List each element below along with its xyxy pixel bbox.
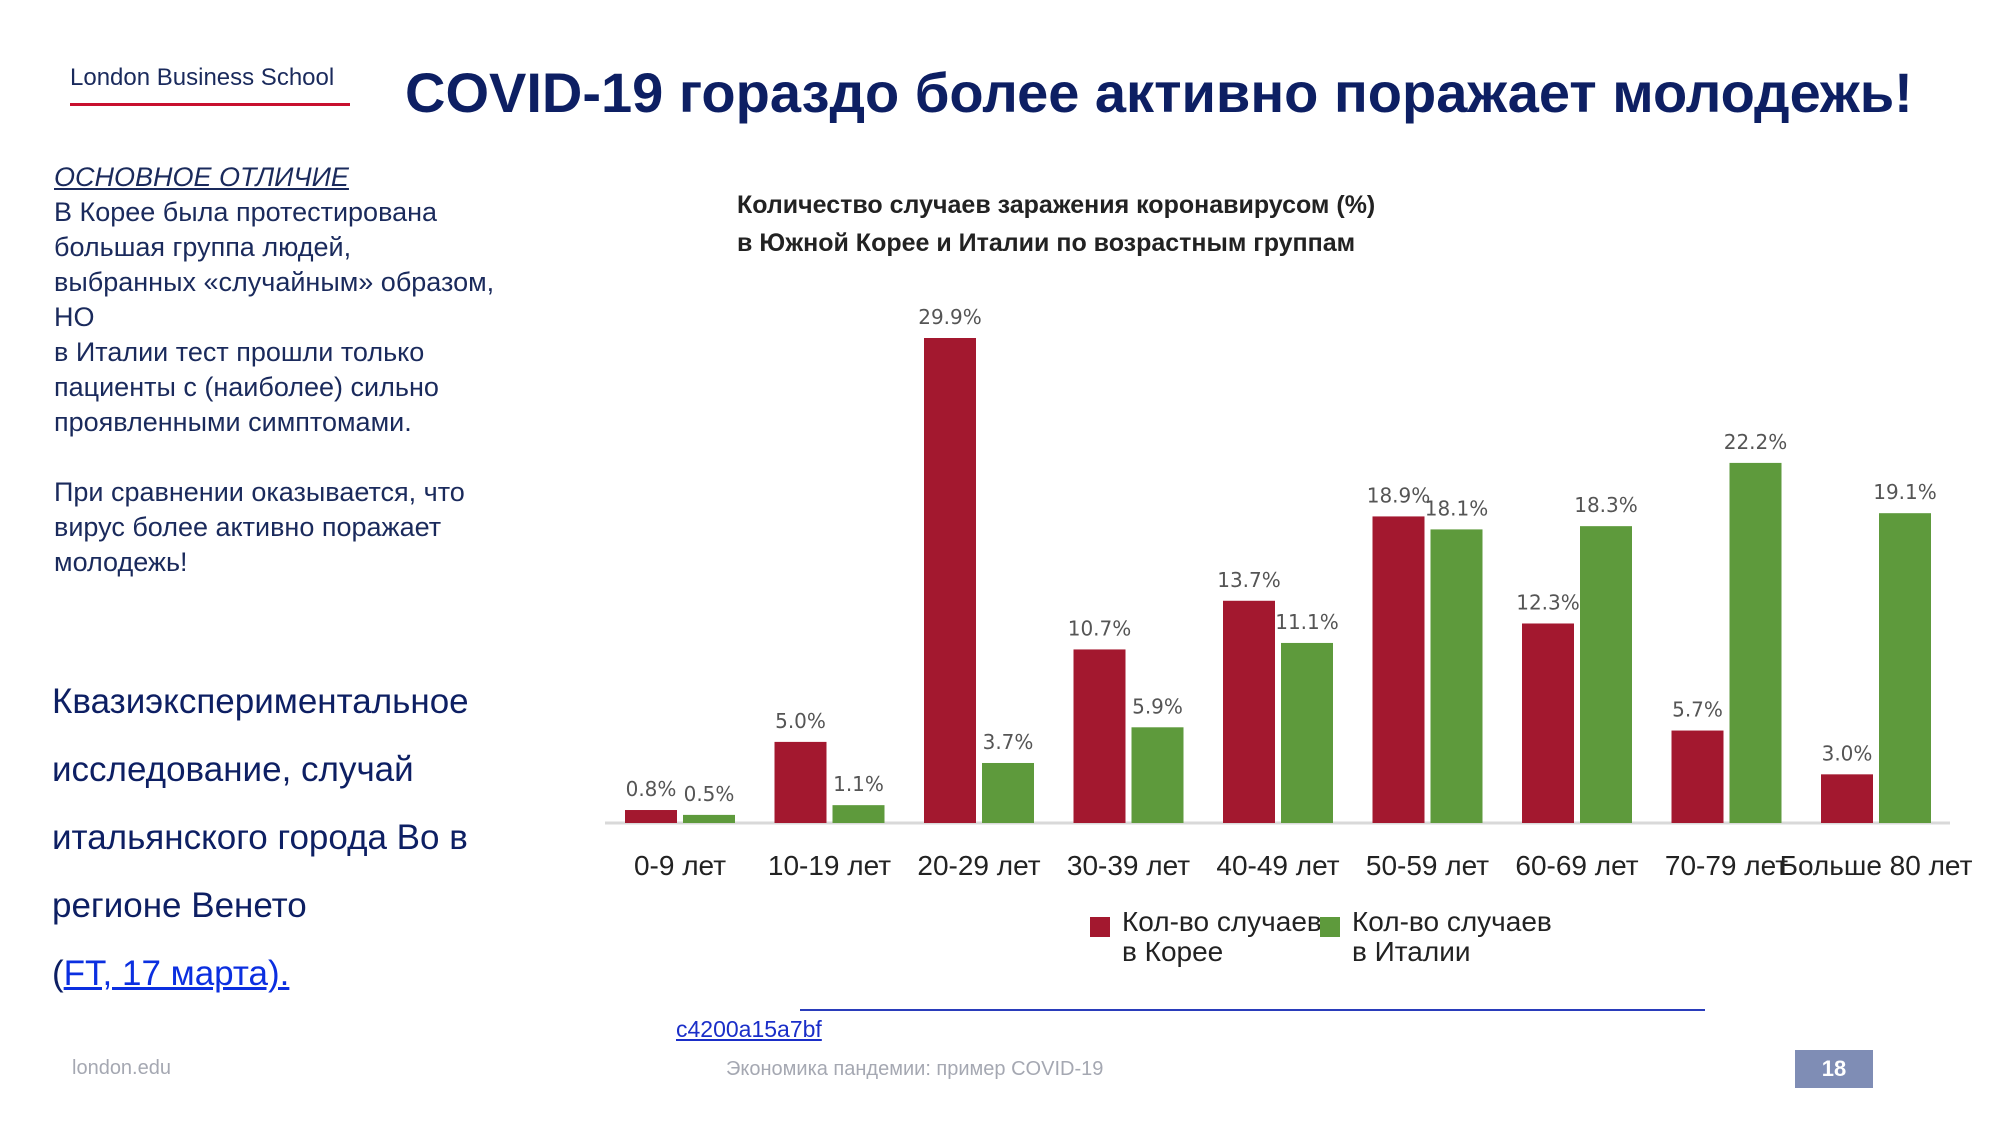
- data-label-korea-50-59-лет: 18.9%: [1367, 483, 1431, 507]
- text-line: проявленными симптомами.: [54, 407, 412, 437]
- bar-korea-больше-80-лет: [1821, 774, 1873, 823]
- main-difference-heading: ОСНОВНОЕ ОТЛИЧИЕ: [54, 162, 349, 192]
- x-tick-label-50-59-лет: 50-59 лет: [1366, 850, 1489, 881]
- bar-italy-60-69-лет: [1580, 526, 1632, 823]
- study-block: Квазиэкспериментальное исследование, слу…: [52, 668, 572, 1008]
- bar-italy-10-19-лет: [832, 805, 885, 823]
- data-label-korea-больше-80-лет: 3.0%: [1822, 741, 1873, 765]
- page-number: 18: [1795, 1050, 1873, 1088]
- lbs-logo: London Business School: [70, 64, 350, 106]
- text-line: В Корее была протестирована: [54, 197, 438, 227]
- bar-italy-40-49-лет: [1281, 642, 1333, 823]
- study-line: исследование, случай: [52, 750, 414, 789]
- logo-underline: [70, 103, 350, 106]
- legend-line: Кол-во случаев: [1352, 906, 1552, 937]
- study-source-line: (FT, 17 марта).: [52, 940, 572, 1008]
- data-label-korea-30-39-лет: 10.7%: [1068, 616, 1132, 640]
- study-line: итальянского города Во в: [52, 818, 468, 857]
- legend-swatch-italy: [1320, 917, 1340, 937]
- data-label-italy-больше-80-лет: 19.1%: [1873, 480, 1937, 504]
- bar-korea-50-59-лет: [1372, 516, 1425, 823]
- data-label-korea-60-69-лет: 12.3%: [1516, 590, 1580, 614]
- bar-korea-30-39-лет: [1073, 649, 1126, 823]
- legend-swatch-korea: [1090, 917, 1110, 937]
- bar-korea-70-79-лет: [1671, 730, 1724, 823]
- x-tick-label-40-49-лет: 40-49 лет: [1216, 850, 1339, 881]
- bar-korea-40-49-лет: [1223, 600, 1275, 823]
- bar-korea-20-29-лет: [924, 338, 976, 823]
- link-underline: [800, 1009, 1705, 1011]
- x-tick-label-больше-80-лет: Больше 80 лет: [1780, 850, 1973, 881]
- x-tick-label-10-19-лет: 10-19 лет: [768, 850, 891, 881]
- conclusion-line: молодежь!: [54, 547, 188, 577]
- data-label-italy-10-19-лет: 1.1%: [833, 772, 884, 796]
- main-difference-block: ОСНОВНОЕ ОТЛИЧИЕ В Корее была протестиро…: [54, 160, 554, 580]
- data-label-italy-50-59-лет: 18.1%: [1425, 496, 1489, 520]
- study-line: Квазиэкспериментальное: [52, 682, 469, 721]
- text-line: в Италии тест прошли только: [54, 337, 425, 367]
- x-tick-label-60-69-лет: 60-69 лет: [1515, 850, 1638, 881]
- legend-label-korea: Кол-во случаев в Корее: [1122, 907, 1322, 967]
- chart-title-line: в Южной Корее и Италии по возрастным гру…: [737, 229, 1356, 257]
- data-label-korea-10-19-лет: 5.0%: [775, 709, 826, 733]
- legend-line: в Корее: [1122, 936, 1224, 967]
- bar-italy-70-79-лет: [1729, 462, 1782, 823]
- text-line: выбранных «случайным» образом,: [54, 267, 495, 297]
- chart-title-line: Количество случаев заражения коронавирус…: [737, 191, 1376, 219]
- data-label-korea-20-29-лет: 29.9%: [918, 305, 982, 329]
- ft-source-link[interactable]: FT, 17 марта).: [63, 954, 290, 993]
- data-label-italy-60-69-лет: 18.3%: [1574, 493, 1638, 517]
- footer-site: london.edu: [72, 1057, 171, 1079]
- study-line: регионе Венето: [52, 886, 307, 925]
- bar-italy-0-9-лет: [683, 814, 735, 823]
- source-url-link[interactable]: c4200a15a7bf: [676, 1016, 822, 1042]
- logo-text: London Business School: [70, 64, 335, 91]
- chart-title: Количество случаев заражения коронавирус…: [737, 186, 1375, 262]
- bar-italy-20-29-лет: [982, 762, 1034, 823]
- data-label-korea-70-79-лет: 5.7%: [1672, 698, 1723, 722]
- conclusion-line: При сравнении оказывается, что: [54, 477, 465, 507]
- legend-line: Кол-во случаев: [1122, 906, 1322, 937]
- x-tick-label-30-39-лет: 30-39 лет: [1067, 850, 1190, 881]
- study-open-paren: (: [52, 954, 64, 993]
- data-label-italy-0-9-лет: 0.5%: [684, 782, 735, 806]
- footer-caption: Экономика пандемии: пример COVID-19: [726, 1058, 1104, 1080]
- x-tick-label-20-29-лет: 20-29 лет: [917, 850, 1040, 881]
- text-line: большая группа людей,: [54, 232, 352, 262]
- data-label-italy-20-29-лет: 3.7%: [983, 730, 1034, 754]
- legend-line: в Италии: [1352, 936, 1471, 967]
- legend-label-italy: Кол-во случаев в Италии: [1352, 907, 1552, 967]
- data-label-korea-0-9-лет: 0.8%: [626, 777, 677, 801]
- slide-title: COVID-19 гораздо более активно поражает …: [405, 61, 1913, 124]
- data-label-italy-40-49-лет: 11.1%: [1275, 610, 1339, 634]
- data-label-italy-70-79-лет: 22.2%: [1724, 430, 1788, 454]
- data-label-italy-30-39-лет: 5.9%: [1132, 694, 1183, 718]
- x-tick-label-0-9-лет: 0-9 лет: [634, 850, 726, 881]
- text-line: НО: [54, 302, 95, 332]
- age-group-bar-chart: 0.8% 0.5% 0-9 лет 5.0% 1.1% 10-19 лет 29.9% 3.7…: [605, 305, 1973, 881]
- text-line: пациенты с (наиболее) сильно: [54, 372, 439, 402]
- bar-korea-60-69-лет: [1522, 623, 1574, 823]
- bar-italy-50-59-лет: [1430, 529, 1483, 823]
- conclusion-line: вирус более активно поражает: [54, 512, 442, 542]
- bar-korea-0-9-лет: [625, 810, 677, 823]
- bar-italy-больше-80-лет: [1879, 513, 1931, 823]
- data-label-korea-40-49-лет: 13.7%: [1217, 568, 1281, 592]
- x-tick-label-70-79-лет: 70-79 лет: [1665, 850, 1788, 881]
- bar-italy-30-39-лет: [1131, 727, 1184, 823]
- bar-korea-10-19-лет: [774, 741, 827, 823]
